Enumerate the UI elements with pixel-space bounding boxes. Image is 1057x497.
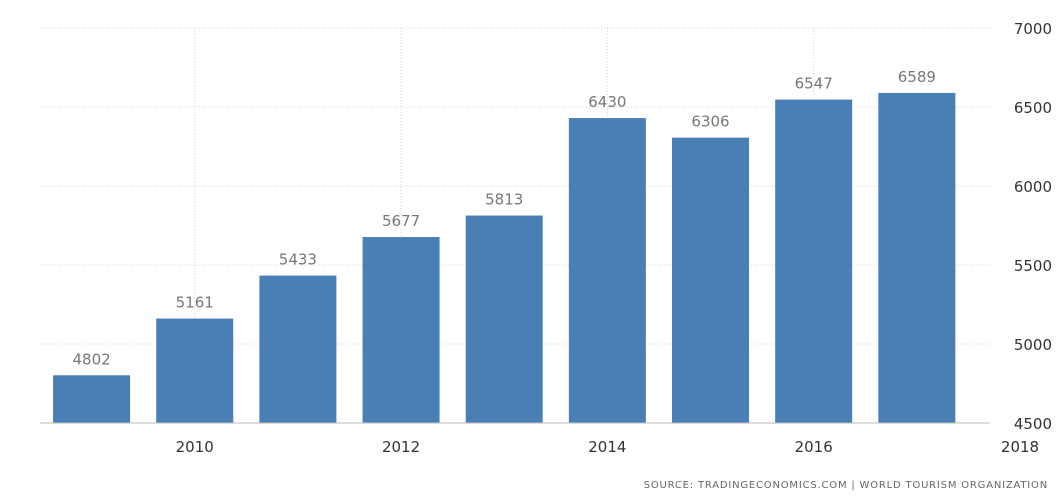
x-tick-label: 2014 [588, 438, 626, 456]
x-tick-label: 2012 [382, 438, 420, 456]
bar-2014 [568, 118, 646, 423]
data-label-2015: 6306 [691, 113, 729, 131]
data-label-2017: 6589 [898, 68, 936, 86]
bar-2015 [672, 137, 750, 424]
y-tick-label: 7000 [1014, 20, 1052, 38]
x-tick-label: 2016 [795, 438, 833, 456]
bar-2017 [878, 92, 956, 424]
data-label-2011: 5433 [279, 251, 317, 269]
data-label-2014: 6430 [588, 93, 626, 111]
x-axis-ticks: 2010 2012 2014 2016 2018 [176, 438, 1039, 456]
data-label-2010: 5161 [176, 294, 214, 312]
data-label-2016: 6547 [795, 75, 833, 93]
x-tick-label: 2010 [176, 438, 214, 456]
bar-2010 [156, 318, 234, 423]
bar-2012 [362, 237, 440, 423]
bars [53, 92, 956, 424]
data-labels: 4802 5161 5433 5677 5813 6430 6306 6547 6589 [72, 68, 935, 368]
data-label-2012: 5677 [382, 212, 420, 230]
bar-2013 [465, 215, 543, 423]
y-tick-label: 4500 [1014, 415, 1052, 433]
y-tick-label: 6000 [1014, 178, 1052, 196]
bar-2009 [53, 375, 131, 423]
y-axis-ticks: 4500 5000 5500 6000 6500 7000 [1014, 20, 1052, 433]
data-label-2009: 4802 [72, 350, 110, 368]
y-tick-label: 5500 [1014, 257, 1052, 275]
y-tick-label: 5000 [1014, 336, 1052, 354]
data-label-2013: 5813 [485, 191, 523, 209]
bar-2011 [259, 275, 337, 423]
y-tick-label: 6500 [1014, 99, 1052, 117]
source-note: SOURCE: TRADINGECONOMICS.COM | WORLD TOU… [644, 480, 1048, 491]
bar-2016 [775, 99, 853, 423]
x-tick-label: 2018 [1001, 438, 1039, 456]
